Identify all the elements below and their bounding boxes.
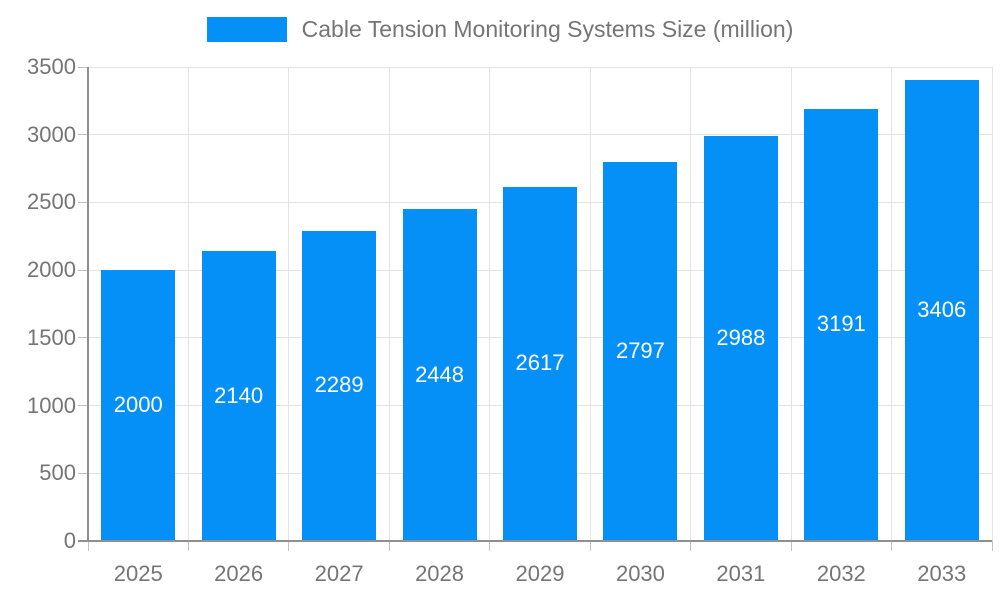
legend-label: Cable Tension Monitoring Systems Size (m… [301,16,794,42]
x-tick-label: 2027 [314,561,364,586]
y-tick-label: 0 [63,528,76,553]
x-axis-tick [991,541,993,551]
bar: 2797 [603,162,678,540]
gridline-horizontal [88,134,992,136]
y-tick-label: 3500 [27,54,76,79]
y-axis-tick [78,472,88,474]
y-axis-tick [78,269,88,271]
x-axis-tick [87,541,89,551]
bar: 2000 [101,270,176,540]
bar: 3191 [804,108,879,540]
chart-legend: Cable Tension Monitoring Systems Size (m… [0,17,1000,42]
y-tick-label: 500 [39,460,76,486]
y-tick-label: 1500 [27,324,76,350]
x-axis-tick [288,541,290,551]
x-axis-tick [790,541,792,551]
bar-value-label: 2140 [214,382,264,408]
bar-value-label: 2988 [716,325,766,351]
y-tick-label: 1000 [27,392,76,418]
bar: 2988 [703,136,778,540]
x-tick-label: 2026 [214,561,264,586]
gridline-vertical [991,67,993,541]
gridline-horizontal [88,66,992,68]
bar-value-label: 2448 [415,361,465,387]
legend-swatch [206,17,287,42]
x-tick-label: 2031 [716,561,766,586]
gridline-vertical [891,67,893,541]
bar-value-label: 2797 [615,338,665,364]
bar: 2289 [302,231,377,540]
y-tick-label: 2000 [27,257,76,283]
bar: 2140 [201,251,276,540]
bar: 2448 [402,209,477,540]
bar: 3406 [904,79,979,540]
y-axis-line [87,67,89,542]
x-axis-tick [589,541,591,551]
bar-value-label: 3406 [917,296,967,322]
x-axis-tick [187,541,189,551]
gridline-vertical [288,67,290,541]
y-axis-tick [78,201,88,203]
bar-value-label: 2000 [113,392,163,418]
bar-value-label: 2617 [515,350,565,376]
gridline-vertical [489,67,491,541]
gridline-vertical [790,67,792,541]
gridline-vertical [589,67,591,541]
y-axis-tick [78,134,88,136]
y-axis-tick [78,337,88,339]
x-tick-label: 2030 [615,561,665,586]
x-axis-tick [891,541,893,551]
x-tick-label: 2025 [113,561,163,586]
x-tick-label: 2029 [515,561,565,586]
x-axis-tick [690,541,692,551]
y-tick-label: 2500 [27,189,76,215]
x-axis-line [78,540,992,542]
x-tick-label: 2028 [415,561,465,586]
bar-value-label: 2289 [314,372,364,398]
gridline-vertical [187,67,189,541]
gridline-vertical [690,67,692,541]
y-axis-tick [78,66,88,68]
gridline-vertical [388,67,390,541]
x-axis-tick [489,541,491,551]
y-tick-label: 3000 [27,121,76,147]
y-axis-tick [78,405,88,407]
bar-value-label: 3191 [816,311,866,337]
bar: 2617 [503,186,577,540]
x-tick-label: 2032 [816,561,866,586]
x-axis-tick [388,541,390,551]
x-tick-label: 2033 [917,561,967,586]
